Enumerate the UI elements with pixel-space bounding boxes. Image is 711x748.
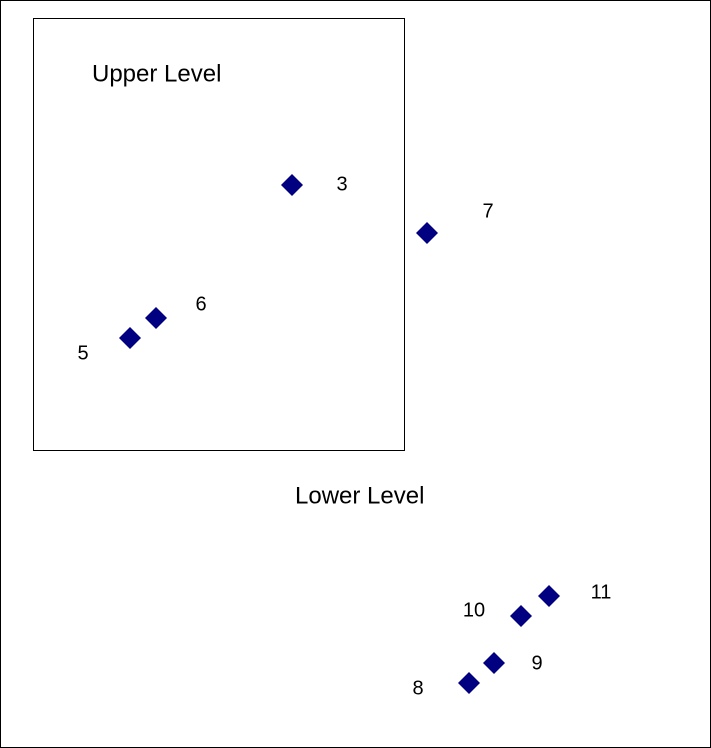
upper-level-box bbox=[33, 18, 405, 451]
point-marker bbox=[416, 222, 438, 244]
point-label: 5 bbox=[77, 342, 88, 364]
point-label: 11 bbox=[591, 581, 612, 603]
point-label: 9 bbox=[531, 652, 542, 674]
region-label: Upper Level bbox=[92, 60, 221, 87]
point-marker bbox=[538, 585, 560, 607]
point-marker bbox=[510, 605, 532, 627]
point-marker bbox=[145, 307, 167, 329]
point-label: 10 bbox=[463, 599, 485, 621]
point-marker bbox=[281, 174, 303, 196]
point-marker bbox=[119, 327, 141, 349]
point-marker bbox=[483, 652, 505, 674]
point-marker bbox=[458, 672, 480, 694]
point-label: 8 bbox=[412, 677, 423, 699]
point-label: 3 bbox=[336, 173, 347, 195]
point-label: 7 bbox=[482, 200, 493, 222]
points: 3 7 6 5 11 10 9 8 bbox=[77, 173, 611, 699]
point-label: 6 bbox=[195, 293, 206, 315]
region-label: Lower Level bbox=[295, 482, 424, 509]
